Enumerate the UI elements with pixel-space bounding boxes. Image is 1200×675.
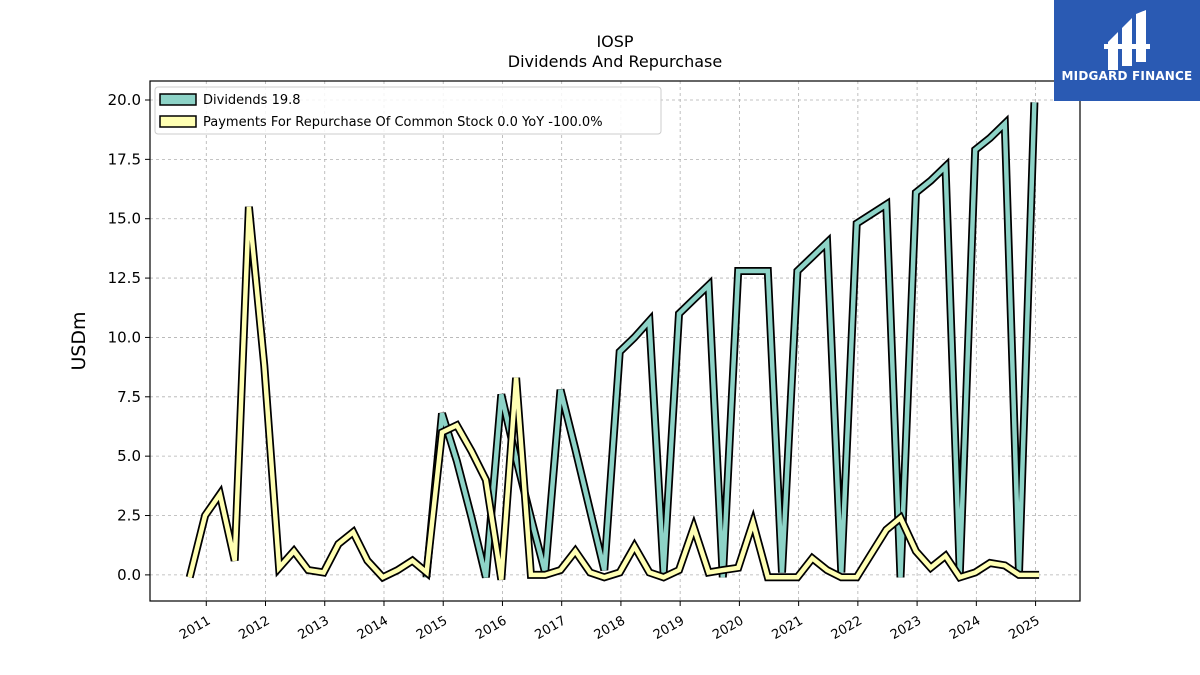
y-axis-label: USDm <box>68 311 90 370</box>
legend-label-repurchase: Payments For Repurchase Of Common Stock … <box>203 115 603 130</box>
y-tick-label: 17.5 <box>108 150 141 168</box>
brand-logo: MIDGARD FINANCE <box>1054 0 1200 101</box>
y-axis: 0.0 2.5 5.0 7.5 10.0 12.5 15.0 17.5 20.0 <box>108 91 150 584</box>
x-tick-label: 2025 <box>1006 613 1042 643</box>
logo-mark-icon <box>1104 10 1150 70</box>
x-tick-label: 2017 <box>533 613 569 643</box>
legend-label-dividends: Dividends 19.8 <box>203 93 301 108</box>
legend: Dividends 19.8 Payments For Repurchase O… <box>154 86 662 135</box>
x-tick-label: 2018 <box>592 613 628 643</box>
x-tick-label: 2024 <box>947 613 983 643</box>
x-tick-label: 2022 <box>829 613 865 643</box>
x-axis: 2011 2012 2013 2014 2015 2016 2017 2018 2019 2020… <box>177 601 1043 643</box>
grid <box>150 81 1080 601</box>
y-tick-label: 20.0 <box>108 91 141 109</box>
y-tick-label: 0.0 <box>117 566 141 584</box>
x-tick-label: 2020 <box>710 613 746 643</box>
x-tick-label: 2023 <box>888 613 924 643</box>
series-repurchase <box>185 206 1040 583</box>
y-tick-label: 7.5 <box>117 388 141 406</box>
x-tick-label: 2015 <box>414 613 450 643</box>
x-tick-label: 2021 <box>769 613 805 643</box>
x-tick-label: 2011 <box>177 613 213 643</box>
series-line <box>424 102 1037 578</box>
logo-text: MIDGARD FINANCE <box>1062 69 1193 83</box>
series-dividends <box>422 102 1039 579</box>
legend-box <box>154 86 662 135</box>
y-tick-label: 12.5 <box>108 269 141 287</box>
chart-title: IOSP <box>596 32 633 51</box>
y-tick-label: 10.0 <box>108 328 141 346</box>
plot-frame <box>149 80 1081 602</box>
chart-subtitle: Dividends And Repurchase <box>508 52 722 71</box>
y-tick-label: 15.0 <box>108 210 141 228</box>
series-line <box>187 206 1040 581</box>
x-tick-label: 2012 <box>236 613 272 643</box>
x-tick-label: 2013 <box>296 613 332 643</box>
y-tick-label: 5.0 <box>117 447 141 465</box>
x-tick-label: 2016 <box>473 613 509 643</box>
legend-swatch-dividends <box>159 93 197 106</box>
x-tick-label: 2019 <box>651 613 687 643</box>
series-layer <box>185 102 1040 583</box>
y-tick-label: 2.5 <box>117 507 141 525</box>
legend-swatch-repurchase <box>159 115 197 128</box>
x-tick-label: 2014 <box>355 613 391 643</box>
series-outline <box>422 102 1039 579</box>
